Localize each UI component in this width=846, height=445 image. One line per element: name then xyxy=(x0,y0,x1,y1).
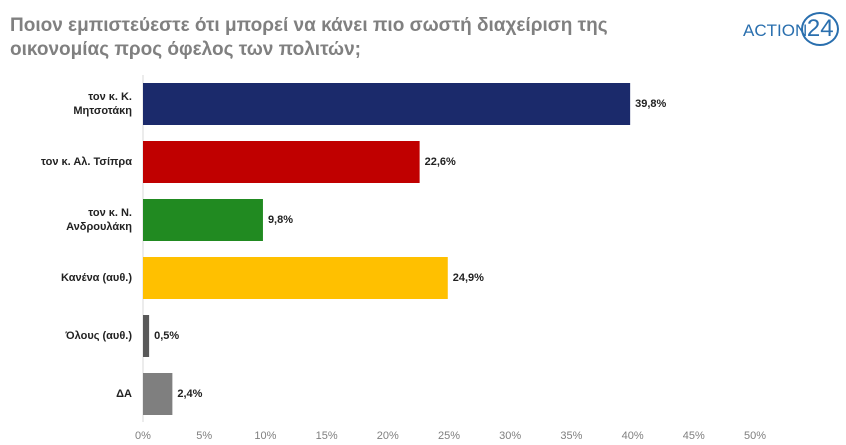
bar xyxy=(143,199,263,241)
value-label: 9,8% xyxy=(268,214,293,226)
category-label: Όλους (αυθ.) xyxy=(65,330,132,342)
logo-text: ACTION xyxy=(743,21,808,40)
x-tick-label: 10% xyxy=(254,430,276,442)
x-tick-label: 0% xyxy=(135,430,151,442)
x-tick-label: 45% xyxy=(683,430,705,442)
logo: ACTION24 xyxy=(743,12,840,46)
category-label: Κανένα (αυθ.) xyxy=(61,272,132,284)
x-tick-label: 40% xyxy=(622,430,644,442)
chart-title: Ποιον εμπιστεύεστε ότι μπορεί να κάνει π… xyxy=(10,15,608,60)
value-label: 39,8% xyxy=(635,98,666,110)
value-label: 0,5% xyxy=(154,330,179,342)
x-tick-label: 30% xyxy=(499,430,521,442)
bar xyxy=(143,141,420,183)
x-tick-label: 20% xyxy=(377,430,399,442)
bar xyxy=(143,373,173,415)
x-tick-label: 50% xyxy=(744,430,766,442)
bar xyxy=(143,257,448,299)
category-label: ΔΑ xyxy=(116,388,132,400)
value-label: 22,6% xyxy=(425,156,456,168)
x-tick-label: 25% xyxy=(438,430,460,442)
bar xyxy=(143,83,631,125)
x-tick-label: 35% xyxy=(560,430,582,442)
x-tick-label: 15% xyxy=(316,430,338,442)
bar xyxy=(143,315,150,357)
category-label: τον κ. Αλ. Τσίπρα xyxy=(41,156,132,168)
category-label: τον κ. Κ. Μητσοτάκη xyxy=(73,91,132,117)
logo-number: 24 xyxy=(801,12,840,46)
value-label: 2,4% xyxy=(177,388,202,400)
value-label: 24,9% xyxy=(453,272,484,284)
x-tick-label: 5% xyxy=(196,430,212,442)
category-label: τον κ. Ν. Ανδρουλάκη xyxy=(66,207,132,233)
